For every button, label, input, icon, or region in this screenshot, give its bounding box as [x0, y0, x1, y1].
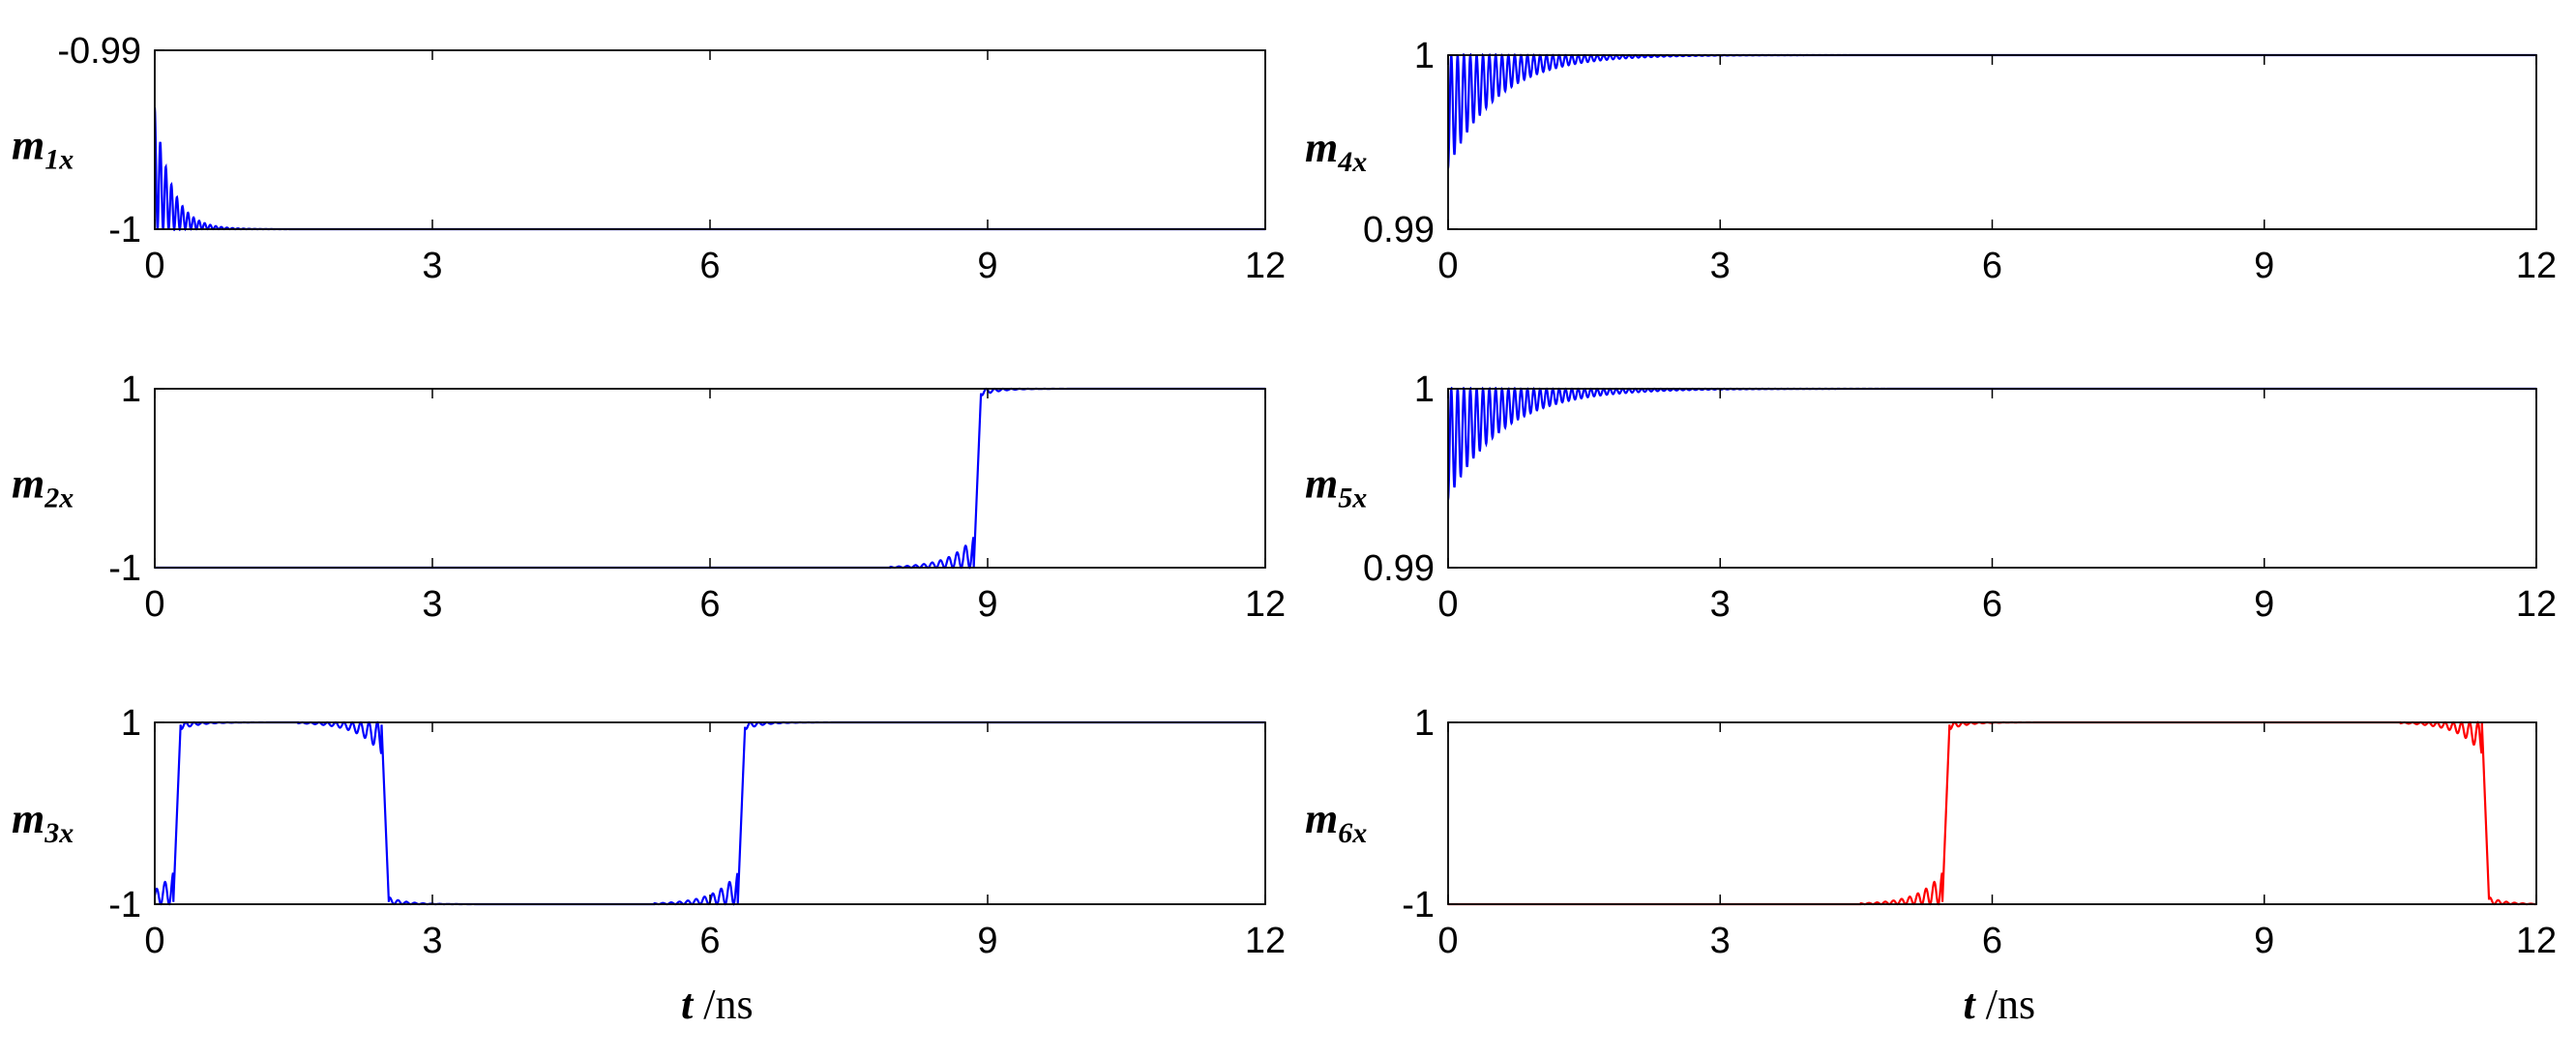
y-tick-label: 1	[121, 703, 141, 744]
panel-m6x: 0 3 6 9 12 -1 1 m6x t /ns	[1305, 703, 2557, 1028]
y-tick-label: 0.99	[1363, 548, 1435, 589]
series-line-1-0	[155, 107, 1265, 231]
x-tick-label: 6	[1982, 246, 2002, 286]
series-line-6-0	[1448, 720, 2536, 906]
x-tick-label: 3	[1710, 921, 1731, 961]
x-axis-label: t /ns	[1964, 981, 2036, 1028]
axes-box	[154, 721, 1266, 905]
y-tick-label: -0.99	[57, 31, 141, 72]
y-tick-label: 1	[1414, 36, 1435, 76]
axes-box	[1447, 54, 2537, 230]
x-tick-label: 3	[422, 921, 442, 961]
x-tick-label: 9	[977, 921, 997, 961]
x-tick-label: 12	[1245, 246, 1286, 286]
y-tick-label: -1	[108, 885, 141, 925]
x-tick-label: 9	[2254, 584, 2274, 625]
panel-m2x: 0 3 6 9 12 -1 1 m2x	[12, 369, 1286, 625]
x-tick-label: 0	[1437, 921, 1458, 961]
axes-box	[154, 49, 1266, 230]
x-tick-label: 3	[422, 246, 442, 286]
y-axis-label: m4x	[1305, 124, 1367, 178]
x-tick-label: 6	[1982, 921, 2002, 961]
y-tick-label: 1	[1414, 703, 1435, 744]
axes-box	[1447, 388, 2537, 569]
y-axis-label: m3x	[12, 795, 74, 849]
y-tick-label: 1	[1414, 369, 1435, 410]
x-tick-label: 0	[1437, 246, 1458, 286]
x-tick-label: 6	[699, 246, 720, 286]
series-line-5-0	[1448, 387, 2536, 500]
y-axis-label: m1x	[12, 122, 74, 176]
x-tick-label: 6	[699, 921, 720, 961]
panel-m3x: 0 3 6 9 12 -1 1 m3x t /ns	[12, 703, 1286, 1028]
y-tick-label: -1	[1402, 885, 1435, 925]
y-tick-label: -1	[108, 548, 141, 589]
y-axis-label: m6x	[1305, 795, 1367, 849]
x-tick-label: 0	[144, 584, 164, 625]
x-axis-label: t /ns	[681, 981, 754, 1028]
x-tick-label: 6	[1982, 584, 2002, 625]
series-line-2-0	[155, 387, 1265, 570]
y-axis-label: m5x	[1305, 460, 1367, 514]
y-axis-label: m2x	[12, 460, 74, 514]
series-line-4-0	[1448, 53, 2536, 169]
axes-box	[1447, 721, 2537, 905]
axes-box	[154, 388, 1266, 569]
x-tick-label: 12	[2516, 584, 2557, 625]
x-tick-label: 12	[1245, 921, 1286, 961]
x-tick-label: 9	[2254, 921, 2274, 961]
y-tick-label: -1	[108, 210, 141, 250]
panel-m1x: 0 3 6 9 12 -1 -0.99 m1x	[12, 31, 1286, 286]
x-tick-label: 0	[144, 921, 164, 961]
x-tick-label: 3	[1710, 246, 1731, 286]
x-tick-label: 9	[977, 584, 997, 625]
panel-m4x: 0 3 6 9 12 0.99 1 m4x	[1305, 36, 2557, 286]
y-tick-label: 0.99	[1363, 210, 1435, 250]
y-tick-label: 1	[121, 369, 141, 410]
panel-m5x: 0 3 6 9 12 0.99 1 m5x	[1305, 369, 2557, 625]
x-tick-label: 12	[2516, 921, 2557, 961]
x-tick-label: 12	[2516, 246, 2557, 286]
series-line-3-0	[155, 720, 1265, 906]
x-tick-label: 3	[422, 584, 442, 625]
x-tick-label: 9	[2254, 246, 2274, 286]
x-tick-label: 6	[699, 584, 720, 625]
x-tick-label: 0	[1437, 584, 1458, 625]
x-tick-label: 9	[977, 246, 997, 286]
x-tick-label: 0	[144, 246, 164, 286]
x-tick-label: 3	[1710, 584, 1731, 625]
x-tick-label: 12	[1245, 584, 1286, 625]
